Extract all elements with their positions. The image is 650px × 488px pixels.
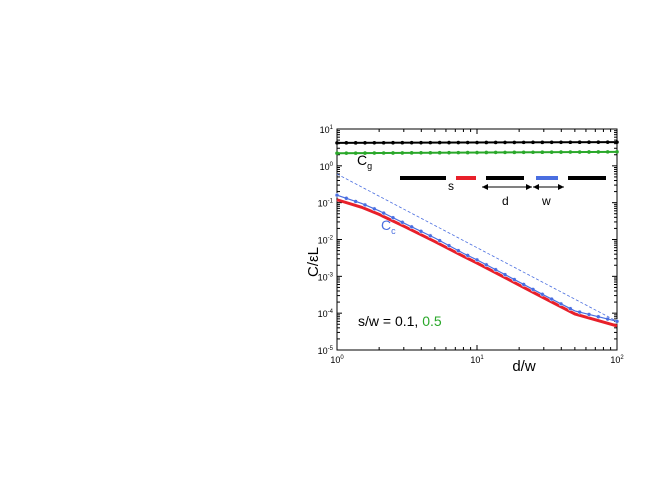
d-arrow-head-left (482, 184, 488, 190)
x-tick-label: 101 (470, 355, 484, 365)
cc-label: Cc (381, 217, 396, 236)
series-point-0 (335, 141, 339, 145)
series-point-1 (456, 150, 461, 155)
series-line-2 (336, 198, 618, 328)
electrode-inset: s d w (400, 176, 606, 208)
series-point-1 (437, 150, 442, 155)
series-point-1 (419, 151, 423, 155)
series-point-0 (531, 140, 535, 145)
series-point-0 (568, 140, 573, 145)
series-point-0 (447, 140, 451, 145)
series-point-1 (391, 151, 395, 155)
series-point-0 (353, 141, 358, 145)
series-point-0 (363, 141, 367, 145)
series-point-0 (596, 140, 601, 144)
series-point-1 (503, 150, 507, 155)
inset-d-label: d (502, 194, 509, 208)
series-point-1 (605, 150, 610, 154)
x-tick-label: 100 (330, 355, 344, 365)
series-point-0 (521, 140, 526, 145)
series-point-0 (540, 140, 545, 145)
ratio-annotation: s/w = 0.1, 0.5 (358, 313, 442, 329)
axis-ticks: 100 101 102 101 100 10-1 10-2 10-3 10-4 10-5 (318, 125, 625, 365)
series-point-0 (400, 140, 405, 145)
y-tick-label: 10-1 (318, 199, 334, 209)
series-point-1 (475, 150, 479, 155)
series-point-0 (372, 140, 377, 145)
series-layer (334, 140, 620, 328)
series-point-0 (493, 140, 498, 145)
series-point-0 (409, 140, 414, 145)
series-point-0 (381, 140, 386, 145)
series-point-0 (465, 140, 470, 145)
x-tick-label: 102 (610, 355, 624, 365)
cg-label: Cg (357, 152, 372, 171)
series-point-1 (559, 150, 563, 154)
w-arrow-head-left (533, 184, 539, 190)
y-tick-label: 10-5 (318, 346, 334, 356)
series-point-1 (447, 150, 451, 155)
x-axis-title: d/w (512, 358, 536, 375)
series-point-1 (596, 150, 601, 154)
series-point-0 (615, 140, 619, 144)
series-point-0 (456, 140, 461, 145)
series-point-1 (344, 151, 349, 155)
series-point-1 (400, 151, 405, 155)
series-point-1 (484, 150, 489, 155)
series-point-1 (549, 150, 554, 154)
series-point-1 (568, 150, 573, 154)
y-tick-label: 10-3 (318, 272, 334, 282)
series-point-1 (577, 150, 582, 154)
series-point-1 (372, 151, 377, 155)
series-point-1 (465, 150, 470, 155)
series-point-1 (363, 151, 367, 155)
series-point-1 (335, 151, 339, 156)
y-tick-label: 101 (320, 125, 334, 135)
series-point-1 (428, 150, 433, 155)
y-tick-label: 100 (320, 162, 334, 172)
series-point-0 (559, 140, 563, 145)
series-point-0 (419, 140, 423, 145)
series-point-1 (409, 151, 414, 155)
series-point-0 (512, 140, 517, 145)
series-dashed-4 (336, 173, 618, 322)
inset-s-label: s (448, 179, 454, 193)
series-point-1 (531, 150, 535, 155)
series-point-0 (437, 140, 442, 145)
series-point-1 (512, 150, 517, 155)
series-point-0 (549, 140, 554, 145)
series-point-1 (381, 151, 386, 155)
d-arrow-head-right (526, 184, 532, 190)
series-trace-3 (336, 194, 618, 322)
series-point-1 (540, 150, 545, 155)
series-point-1 (615, 150, 619, 154)
series-point-1 (353, 151, 358, 155)
series-point-0 (391, 140, 395, 145)
series-point-0 (344, 141, 349, 145)
w-arrow-head-right (558, 184, 564, 190)
series-point-1 (493, 150, 498, 155)
inset-w-label: w (541, 194, 551, 208)
y-tick-label: 10-4 (318, 309, 334, 319)
series-point-0 (484, 140, 489, 145)
series-point-1 (587, 150, 591, 154)
series-point-0 (587, 140, 591, 145)
series-point-0 (503, 140, 507, 145)
series-point-0 (577, 140, 582, 145)
y-axis-title: C/εL (305, 247, 322, 277)
series-point-0 (605, 140, 610, 144)
series-point-1 (521, 150, 526, 155)
y-tick-label: 10-2 (318, 236, 334, 246)
series-point-0 (475, 140, 479, 145)
series-point-0 (428, 140, 433, 145)
